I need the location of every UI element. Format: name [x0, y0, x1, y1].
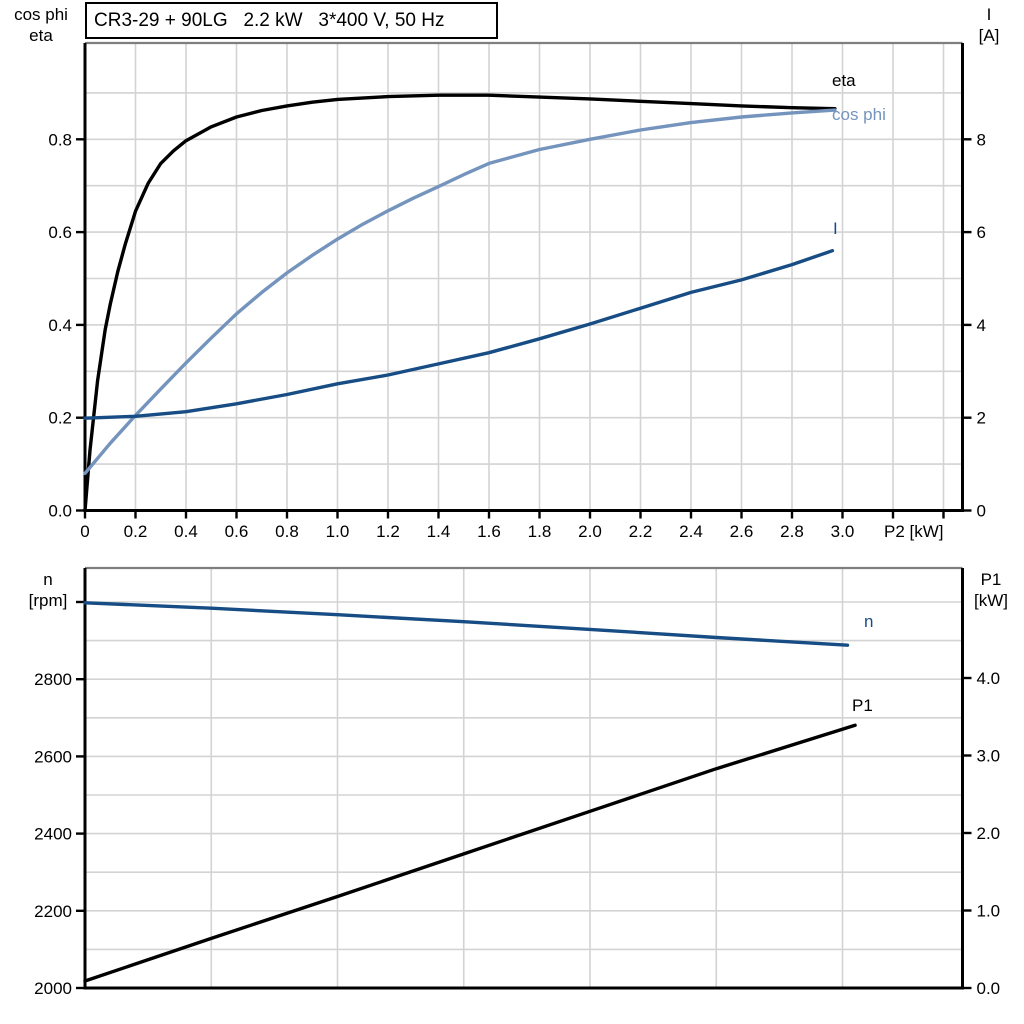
left-axis-tick-label: 2200	[34, 902, 72, 921]
p1-curve-label: P1	[852, 696, 873, 715]
x-axis-tick-label: 1.8	[528, 522, 552, 541]
right-axis-tick-label: 6	[977, 223, 986, 242]
upper-right-axis-title-line2: [A]	[978, 26, 1000, 45]
cos-phi-curve	[83, 108, 837, 476]
x-axis-tick-label: 2.4	[679, 522, 703, 541]
x-axis-tick-label: 1.6	[477, 522, 501, 541]
right-axis-tick-label: 8	[977, 130, 986, 149]
eta-curve	[83, 93, 837, 513]
lower-right-axis-title-line1: P1	[980, 570, 1002, 589]
x-axis-title: P2 [kW]	[884, 522, 944, 541]
upper-left-axis-title: cos phi eta	[2, 4, 80, 46]
upper-left-axis-title-line2: eta	[29, 26, 53, 45]
lower-right-axis-title-line2: [kW]	[974, 591, 1008, 610]
right-axis-tick-label: 4	[977, 316, 986, 335]
x-axis-tick-label: 2.6	[730, 522, 754, 541]
x-axis-tick-label: 0.2	[124, 522, 148, 541]
current-curve	[83, 249, 835, 420]
x-axis-tick-label: 0.8	[275, 522, 299, 541]
left-axis-tick-label: 2400	[34, 825, 72, 844]
upper-left-axis-title-line1: cos phi	[14, 5, 68, 24]
speed-curve-label: n	[864, 612, 874, 631]
x-axis-tick-label: 0	[80, 522, 89, 541]
right-axis-tick-label: 2	[977, 409, 986, 428]
left-axis-tick-label: 0.4	[48, 316, 72, 335]
right-axis-tick-label: 4.0	[977, 669, 1001, 688]
left-axis-tick-label: 2000	[34, 979, 72, 998]
x-axis-tick-label: 3.0	[831, 522, 855, 541]
current-curve-label: I	[833, 219, 838, 238]
left-axis-tick-label: 0.8	[48, 130, 72, 149]
x-axis-tick-label: 2.2	[629, 522, 653, 541]
lower-left-axis-title-line1: n	[43, 570, 53, 589]
lower-left-axis-title: n [rpm]	[9, 569, 87, 611]
x-axis-tick-label: 1.0	[326, 522, 350, 541]
x-axis-tick-label: 1.2	[376, 522, 400, 541]
lower-left-axis-title-line2: [rpm]	[28, 591, 68, 610]
left-axis-tick-label: 0.6	[48, 223, 72, 242]
x-axis-tick-label: 2.0	[578, 522, 602, 541]
speed-curve	[83, 601, 850, 647]
upper-right-axis-title-line1: I	[986, 5, 992, 24]
x-axis-tick-label: 0.6	[225, 522, 249, 541]
chart-title: CR3-29 + 90LG 2.2 kW 3*400 V, 50 Hz	[94, 9, 445, 31]
right-axis-tick-label: 1.0	[977, 902, 1001, 921]
p1-curve	[83, 723, 857, 983]
right-axis-tick-label: 3.0	[977, 747, 1001, 766]
chart-title-box: CR3-29 + 90LG 2.2 kW 3*400 V, 50 Hz	[85, 2, 498, 39]
x-axis-tick-label: 0.4	[174, 522, 198, 541]
left-axis-tick-label: 2600	[34, 747, 72, 766]
eta-curve-label: eta	[832, 71, 856, 90]
right-axis-tick-label: 0	[977, 502, 986, 521]
right-axis-tick-label: 0.0	[977, 979, 1001, 998]
cos-phi-curve-label: cos phi	[832, 105, 886, 124]
left-axis-tick-label: 0.0	[48, 502, 72, 521]
x-axis-tick-label: 1.4	[427, 522, 451, 541]
left-axis-tick-label: 2800	[34, 670, 72, 689]
x-axis-tick-label: 2.8	[780, 522, 804, 541]
lower-right-axis-title: P1 [kW]	[962, 569, 1020, 611]
right-axis-tick-label: 2.0	[977, 824, 1001, 843]
upper-right-axis-title: I [A]	[960, 4, 1018, 46]
left-axis-tick-label: 0.2	[48, 409, 72, 428]
